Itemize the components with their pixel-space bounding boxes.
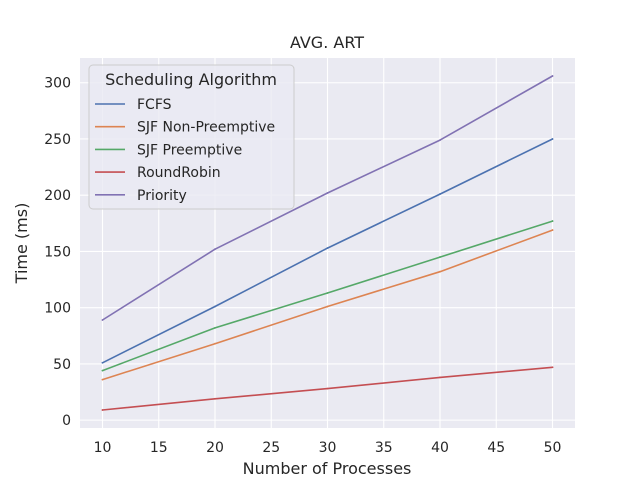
- x-tick-label: 30: [319, 440, 337, 456]
- x-tick-label: 35: [375, 440, 393, 456]
- legend-label: Priority: [137, 188, 187, 204]
- x-tick-label: 25: [262, 440, 280, 456]
- legend: Scheduling Algorithm FCFS SJF Non-Preempt…: [88, 64, 295, 210]
- data-point-sjf-non-preemptive: [439, 270, 441, 273]
- y-tick-label: 250: [44, 132, 71, 148]
- x-axis-ticks: 10 15 20 25 30 35 40 45 50: [94, 440, 562, 456]
- data-point-roundrobin: [101, 409, 104, 411]
- x-tick-label: 45: [487, 440, 505, 456]
- legend-label: RoundRobin: [137, 165, 221, 181]
- x-tick-label: 50: [544, 440, 562, 456]
- chart-title: AVG. ART: [290, 33, 364, 52]
- data-point-fcfs: [439, 193, 441, 195]
- data-point-roundrobin: [326, 387, 329, 390]
- data-point-fcfs: [101, 361, 104, 364]
- data-point-sjf-preemptive: [439, 256, 441, 258]
- x-tick-label: 10: [94, 440, 112, 456]
- legend-items: FCFS SJF Non-Preemptive SJF Preemptive Roun…: [95, 97, 275, 204]
- data-point-sjf-non-preemptive: [101, 378, 104, 381]
- x-tick-label: 20: [206, 440, 224, 456]
- data-point-priority: [551, 75, 554, 77]
- legend-item-sjf-preemptive: SJF Preemptive: [95, 142, 242, 158]
- data-point-sjf-non-preemptive: [326, 305, 329, 308]
- x-tick-label: 40: [431, 440, 449, 456]
- data-point-priority: [326, 192, 329, 194]
- data-point-sjf-non-preemptive: [551, 229, 554, 231]
- legend-item-priority: Priority: [95, 188, 187, 204]
- data-point-fcfs: [214, 305, 216, 308]
- y-tick-label: 100: [44, 301, 71, 317]
- legend-item-fcfs: FCFS: [95, 97, 172, 113]
- data-point-sjf-preemptive: [214, 327, 216, 329]
- legend-label: SJF Preemptive: [137, 142, 242, 158]
- y-tick-label: 200: [44, 188, 71, 204]
- data-point-sjf-preemptive: [101, 369, 104, 372]
- data-point-sjf-preemptive: [551, 220, 554, 222]
- legend-item-sjf-non-preemptive: SJF Non-Preemptive: [95, 120, 275, 136]
- grid-lines: [80, 58, 575, 428]
- y-tick-label: 0: [62, 413, 71, 429]
- x-axis-title: Number of Processes: [243, 459, 412, 478]
- data-point-roundrobin: [214, 397, 216, 400]
- data-point-fcfs: [326, 247, 329, 249]
- x-tick-label: 15: [150, 440, 168, 456]
- data-point-sjf-non-preemptive: [214, 342, 216, 345]
- data-point-fcfs: [551, 138, 554, 140]
- data-point-roundrobin: [551, 366, 554, 369]
- data-point-priority: [214, 248, 216, 251]
- data-point-roundrobin: [439, 376, 441, 379]
- data-point-priority: [101, 319, 104, 321]
- data-point-priority: [439, 139, 441, 141]
- legend-box: [88, 64, 295, 210]
- legend-title: Scheduling Algorithm: [105, 70, 277, 89]
- y-tick-label: 150: [44, 244, 71, 260]
- y-axis-title: Time (ms): [12, 203, 31, 285]
- data-point-sjf-preemptive: [326, 292, 329, 294]
- legend-label: SJF Non-Preemptive: [137, 120, 275, 136]
- y-tick-label: 50: [53, 357, 71, 373]
- y-axis-ticks: 0 50 100 150 200 250 300: [44, 76, 71, 429]
- legend-label: FCFS: [137, 97, 172, 113]
- legend-item-roundrobin: RoundRobin: [95, 165, 221, 181]
- y-tick-label: 300: [44, 76, 71, 92]
- series-lines: [101, 75, 554, 411]
